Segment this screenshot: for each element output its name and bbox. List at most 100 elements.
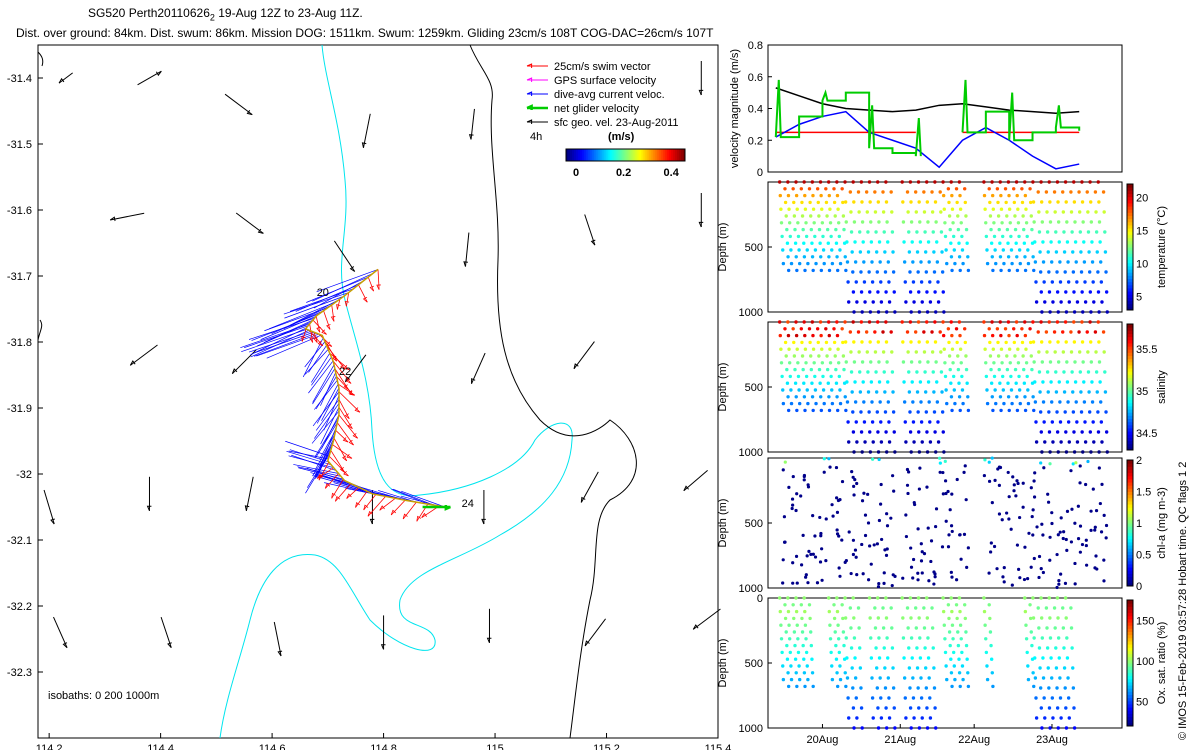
- chla-point: [1093, 525, 1097, 529]
- dac-vector-3: [313, 280, 364, 309]
- temperature-point: [820, 207, 824, 211]
- temperature-point: [884, 290, 888, 294]
- salinity-colorbar-cell: [1127, 355, 1133, 360]
- chla-point: [850, 470, 854, 474]
- oxygen-point: [1058, 696, 1063, 700]
- temperature-point: [777, 180, 782, 184]
- temperature-point: [851, 290, 856, 294]
- salinity-colorbar-cell: [1127, 424, 1133, 429]
- salinity-point: [1054, 370, 1058, 374]
- temperature-point: [900, 180, 904, 184]
- oxygen-point: [925, 726, 930, 730]
- temperature-point: [1102, 210, 1106, 214]
- temperature-point: [1081, 310, 1085, 314]
- temperature-point: [1046, 250, 1050, 254]
- salinity-point: [927, 400, 931, 404]
- salinity-point: [794, 320, 798, 324]
- chla-ytick-label-0: 500: [745, 518, 763, 530]
- dac-vector-33: [311, 356, 332, 386]
- salinity-frame: [767, 321, 1123, 453]
- salinity-point: [933, 340, 938, 344]
- salinity-point: [852, 360, 857, 364]
- temperature-ytick-label-0: 500: [745, 242, 763, 254]
- oxygen-point: [837, 637, 841, 641]
- map-xtick-label-3: 114.8: [370, 743, 397, 750]
- swim-vector-20: [301, 327, 307, 342]
- sfc-vector-25-head: [167, 642, 172, 649]
- salinity-point: [982, 333, 987, 338]
- salinity-point: [1067, 440, 1071, 444]
- salinity-point: [881, 330, 885, 334]
- chla-point: [933, 575, 937, 579]
- oxygen-point: [956, 643, 961, 648]
- oxygen-colorbar-cell: [1127, 722, 1133, 727]
- chla-point: [962, 470, 966, 475]
- chla-point: [791, 474, 795, 479]
- salinity-point: [1078, 370, 1083, 374]
- chla-point: [795, 581, 799, 585]
- oxygen-point: [873, 626, 878, 630]
- temperature-point: [832, 200, 837, 205]
- oxygen-ylabel: Depth (m): [717, 639, 729, 688]
- oxygen-colorbar-tick-0: 50: [1136, 697, 1148, 709]
- temperature-colorbar-cell: [1127, 187, 1133, 191]
- oxygen-point: [910, 656, 914, 660]
- temperature-point: [856, 190, 861, 194]
- salinity-point: [802, 395, 807, 399]
- temperature-point: [853, 240, 857, 244]
- oxygen-point: [1065, 656, 1070, 660]
- legend-colorbar-cell: [571, 149, 575, 161]
- temperature-point: [808, 200, 812, 205]
- oxygen-point: [1062, 646, 1066, 650]
- chla-point: [987, 571, 991, 575]
- oxygen-point: [1056, 636, 1061, 640]
- salinity-point: [915, 390, 920, 394]
- salinity-point: [924, 410, 929, 414]
- oxygen-point: [786, 671, 790, 675]
- swim-vector-40: [337, 383, 356, 396]
- oxygen-point: [922, 606, 926, 610]
- temperature-point: [906, 210, 910, 214]
- temperature-point: [1105, 310, 1109, 314]
- sfc-vector-12-head: [129, 360, 136, 366]
- salinity-point: [1094, 370, 1099, 374]
- temperature-point: [1000, 221, 1004, 225]
- temperature-point: [868, 200, 872, 204]
- salinity-point: [1064, 340, 1068, 344]
- temperature-point: [1097, 200, 1101, 204]
- chla-colorbar-cell: [1127, 488, 1133, 492]
- salinity-point: [887, 420, 891, 424]
- chla-point: [926, 526, 930, 530]
- swim-vector-52-head: [342, 437, 349, 443]
- swim-vector-54-head: [342, 455, 347, 462]
- chla-point: [879, 502, 883, 506]
- salinity-point: [996, 354, 1001, 358]
- swim-vector-84: [402, 501, 417, 520]
- temperature-point: [990, 180, 994, 184]
- temperature-point: [793, 241, 798, 245]
- oxygen-point: [1050, 696, 1055, 700]
- salinity-point: [918, 380, 923, 384]
- net-glider-velocity-head: [444, 505, 451, 511]
- temperature-point: [835, 193, 840, 198]
- temperature-point: [1044, 190, 1049, 194]
- temperature-point: [837, 221, 841, 225]
- temperature-point: [947, 214, 952, 218]
- salinity-point: [835, 408, 840, 413]
- oxygen-point: [848, 606, 853, 610]
- salinity-point: [827, 395, 831, 399]
- swim-vector-44: [338, 399, 350, 419]
- salinity-point: [1002, 401, 1006, 406]
- oxygen-point: [1026, 677, 1031, 682]
- chla-point: [909, 546, 913, 550]
- sfc-vector-30-head: [692, 624, 699, 630]
- swim-vector-82-head: [390, 509, 397, 516]
- chla-colorbar-cell: [1127, 491, 1133, 496]
- salinity-point: [1101, 330, 1106, 334]
- dac-vector-75: [324, 482, 372, 494]
- salinity-point: [1037, 350, 1041, 354]
- temperature-point: [1086, 230, 1091, 234]
- legend-colorbar-cell: [579, 149, 583, 161]
- salinity-point: [843, 395, 847, 399]
- chla-point: [802, 478, 806, 482]
